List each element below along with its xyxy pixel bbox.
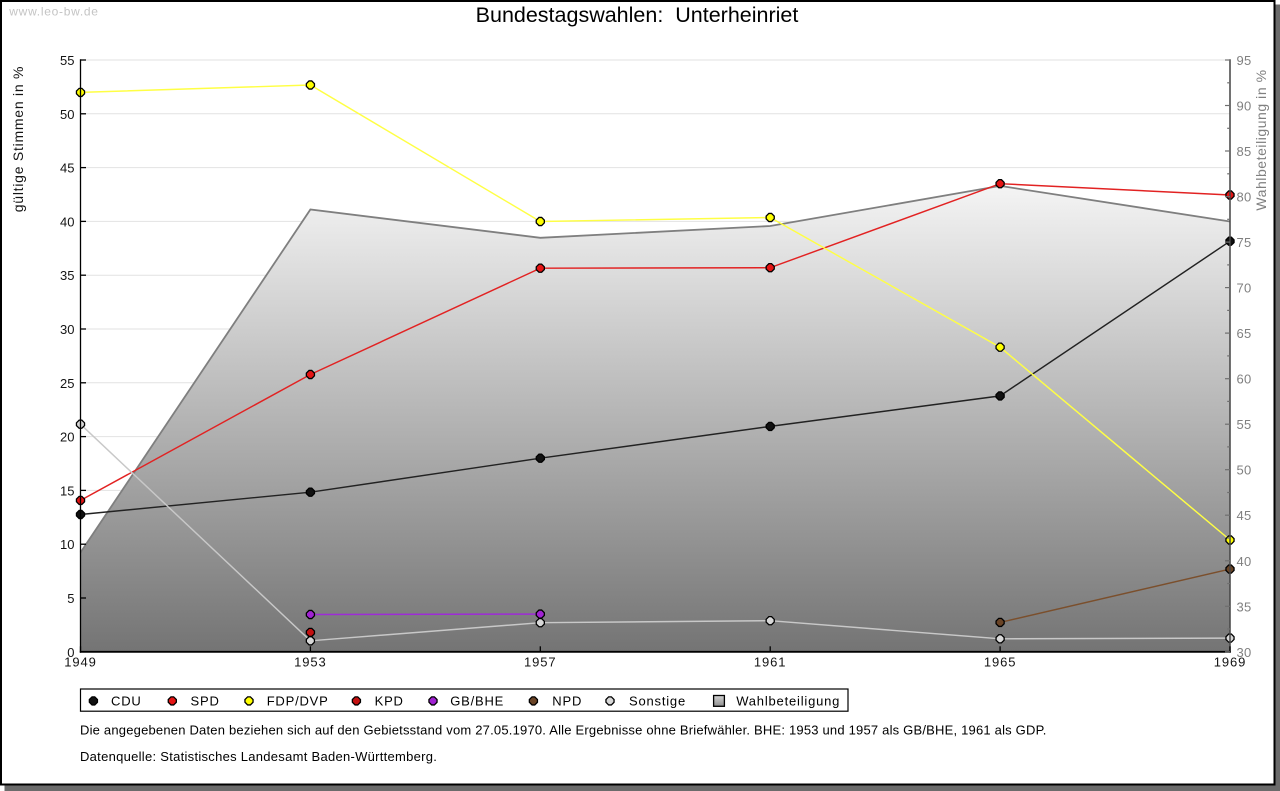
svg-text:gültige Stimmen in %: gültige Stimmen in % <box>10 66 26 213</box>
svg-text:1949: 1949 <box>64 655 97 670</box>
svg-text:30: 30 <box>1237 645 1252 660</box>
svg-text:15: 15 <box>60 483 74 498</box>
svg-text:35: 35 <box>1237 599 1252 614</box>
svg-text:35: 35 <box>60 268 74 283</box>
svg-text:Wahlbeteiligung in %: Wahlbeteiligung in % <box>1253 69 1269 210</box>
svg-text:45: 45 <box>60 161 74 176</box>
svg-text:FDP/DVP: FDP/DVP <box>267 693 329 708</box>
svg-text:95: 95 <box>1237 53 1252 68</box>
svg-text:www.leo-bw.de: www.leo-bw.de <box>8 4 98 18</box>
svg-text:50: 50 <box>60 107 74 122</box>
svg-text:NPD: NPD <box>552 693 582 708</box>
svg-text:1961: 1961 <box>754 655 787 670</box>
svg-text:75: 75 <box>1237 235 1252 250</box>
svg-text:Bundestagswahlen: Unterheinri: Bundestagswahlen: Unterheinriet <box>476 3 799 27</box>
svg-text:30: 30 <box>60 322 74 337</box>
svg-text:5: 5 <box>67 591 74 606</box>
svg-text:SPD: SPD <box>191 693 220 708</box>
svg-text:70: 70 <box>1237 281 1252 296</box>
svg-text:65: 65 <box>1237 326 1252 341</box>
svg-text:KPD: KPD <box>375 693 404 708</box>
svg-text:1969: 1969 <box>1214 655 1247 670</box>
svg-text:85: 85 <box>1237 144 1252 159</box>
svg-text:1957: 1957 <box>524 655 557 670</box>
svg-text:Wahlbeteiligung: Wahlbeteiligung <box>736 693 840 708</box>
svg-text:CDU: CDU <box>111 693 142 708</box>
svg-text:55: 55 <box>1237 417 1252 432</box>
svg-text:90: 90 <box>1237 99 1252 114</box>
svg-text:Datenquelle: Statistisches Lan: Datenquelle: Statistisches Landesamt Bad… <box>80 749 437 764</box>
svg-text:50: 50 <box>1237 463 1252 478</box>
svg-text:1965: 1965 <box>984 655 1017 670</box>
svg-text:Die angegebenen Daten beziehen: Die angegebenen Daten beziehen sich auf … <box>80 723 1047 738</box>
svg-text:60: 60 <box>1237 372 1252 387</box>
svg-text:10: 10 <box>60 537 74 552</box>
svg-text:45: 45 <box>1237 508 1252 523</box>
svg-text:80: 80 <box>1237 190 1252 205</box>
svg-text:20: 20 <box>60 430 74 445</box>
svg-text:0: 0 <box>67 645 74 660</box>
svg-text:55: 55 <box>60 53 74 68</box>
svg-text:40: 40 <box>60 214 74 229</box>
svg-text:40: 40 <box>1237 554 1252 569</box>
svg-text:Sonstige: Sonstige <box>629 693 686 708</box>
svg-text:1953: 1953 <box>294 655 327 670</box>
svg-text:25: 25 <box>60 376 74 391</box>
svg-text:GB/BHE: GB/BHE <box>450 693 504 708</box>
